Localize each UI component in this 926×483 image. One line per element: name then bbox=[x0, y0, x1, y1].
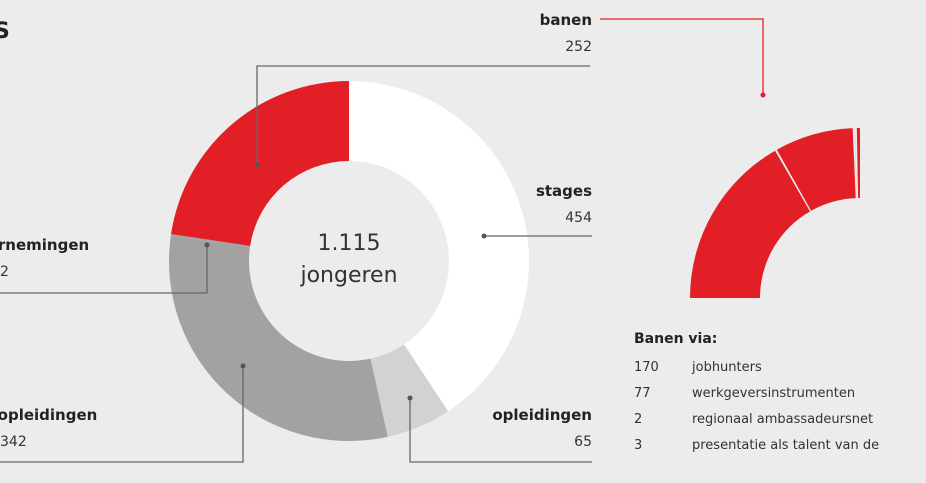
legend-label-0: jobhunters bbox=[691, 360, 762, 375]
center-unit: jongeren bbox=[299, 263, 397, 288]
label-stages-value: 454 bbox=[565, 210, 592, 226]
label-opleidingen-name: opleidingen bbox=[492, 406, 592, 424]
cropped-title-glyph: S bbox=[0, 19, 10, 44]
leader-line-opleidingen bbox=[409, 398, 592, 463]
legend-value-3: 3 bbox=[634, 438, 642, 453]
leader-line-bbl bbox=[0, 366, 244, 463]
label-banen-value: 252 bbox=[565, 39, 592, 55]
legend-title: Banen via: bbox=[634, 331, 717, 347]
legend-label-3: presentatie als talent van de bbox=[692, 438, 879, 453]
slice-werkgeversinstrumenten bbox=[776, 128, 856, 211]
slice-ondernemingen bbox=[170, 233, 251, 248]
leader-dot-banen bbox=[760, 92, 766, 98]
leader-line-banen-red bbox=[600, 18, 764, 95]
label-bbl-name: BBL opleidingen bbox=[0, 406, 97, 424]
leader-line-banen bbox=[256, 65, 590, 165]
label-bbl-value: 342 bbox=[0, 434, 27, 450]
leader-lines bbox=[0, 65, 592, 463]
jongeren-donut bbox=[168, 81, 530, 442]
banen-donut bbox=[690, 128, 860, 298]
legend-label-1: werkgeversinstrumenten bbox=[692, 386, 855, 401]
label-opleidingen-value: 65 bbox=[574, 434, 592, 450]
slice-opleidingen bbox=[370, 344, 449, 437]
center-total: 1.115 bbox=[318, 231, 381, 256]
legend: 170 jobhunters 77 werkgeversinstrumenten… bbox=[634, 360, 879, 453]
slice-bbl-opleidingen bbox=[168, 235, 388, 442]
leader-line-ondernemingen bbox=[0, 245, 208, 294]
leader-dots bbox=[204, 162, 487, 401]
label-ondernemingen-value: 2 bbox=[0, 264, 9, 280]
legend-value-2: 2 bbox=[634, 412, 642, 427]
slice-regionaal-ambassadeursnet bbox=[854, 128, 857, 199]
slice-banen bbox=[171, 81, 349, 246]
slice-stages bbox=[349, 81, 530, 412]
legend-value-0: 170 bbox=[634, 360, 659, 375]
label-stages-name: stages bbox=[536, 182, 592, 200]
slice-presentatie-als-talent-van-de bbox=[856, 128, 860, 199]
slice-jobhunters bbox=[690, 150, 811, 298]
legend-label-2: regionaal ambassadeursnet bbox=[692, 412, 873, 427]
label-ondernemingen-name: ondernemingen bbox=[0, 236, 89, 254]
legend-value-1: 77 bbox=[634, 386, 651, 401]
label-banen-name: banen bbox=[540, 11, 592, 29]
